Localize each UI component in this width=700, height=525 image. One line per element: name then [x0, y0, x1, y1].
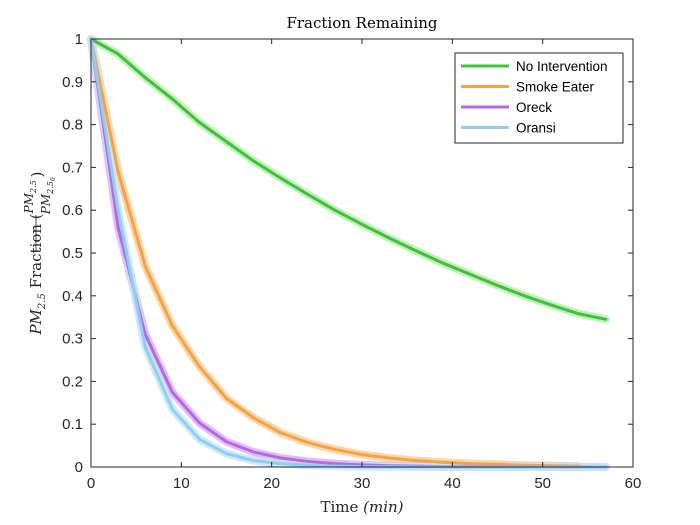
y-axis-label-den: PM: [39, 193, 53, 215]
y-tick-label: 0.5: [62, 245, 83, 262]
axes: 0 10 20 30 40 50 60 0 0.1 0.2 0.3 0.4 0.5 0.6 0.7 0.8 0.…: [62, 31, 641, 492]
x-tick-label: 30: [354, 475, 371, 492]
x-tick-label: 0: [87, 475, 95, 492]
x-axis-label-main: Time: [320, 498, 363, 516]
x-tick-label: 20: [263, 475, 280, 492]
y-axis-label-num-sub: 2.5: [29, 180, 38, 194]
y-tick-label: 1: [75, 31, 83, 48]
x-axis-label: Time (min): [320, 498, 403, 516]
y-tick-label: 0.9: [62, 74, 83, 91]
y-axis-label-fraction-word: Fraction (: [27, 213, 45, 293]
y-axis-label-main: PM: [27, 308, 45, 335]
y-axis-label-den-sub2: 0: [50, 177, 57, 181]
y-tick-label: 0.2: [62, 373, 83, 390]
y-axis-label-den-sub: 2.5: [46, 181, 55, 195]
y-tick-label: 0.3: [62, 331, 83, 348]
legend-label-2: Oreck: [516, 100, 552, 115]
legend-label-0: No Intervention: [516, 59, 608, 74]
legend-label-1: Smoke Eater: [516, 80, 595, 95]
y-axis-label-close: ): [28, 171, 46, 177]
y-tick-label: 0.6: [62, 202, 83, 219]
series-line-0: [89, 37, 608, 321]
y-tick-label: 0: [75, 459, 83, 476]
y-tick-label: 0.7: [62, 159, 83, 176]
y-axis-label-num: PM: [22, 192, 36, 214]
series-line-1: [89, 37, 581, 468]
y-tick-label: 0.8: [62, 117, 83, 134]
x-tick-label: 60: [625, 475, 642, 492]
y-axis-label-sub: 2.5: [37, 293, 48, 310]
y-tick-label: 0.4: [62, 288, 83, 305]
x-tick-label: 50: [534, 475, 551, 492]
x-tick-label: 40: [444, 475, 461, 492]
y-tick-label: 0.1: [62, 416, 83, 433]
x-tick-label: 10: [173, 475, 190, 492]
svg-text:PM2.5 Fraction (PM2.5PM2.50): PM2.5 Fraction (PM2.5PM2.50): [22, 171, 57, 335]
x-axis-label-unit: (min): [363, 498, 404, 516]
y-axis-label: PM2.5 Fraction (PM2.5PM2.50): [22, 171, 57, 335]
legend-label-3: Oransi: [516, 121, 556, 136]
legend: No Intervention Smoke Eater Oreck Oransi: [454, 52, 624, 144]
chart-title: Fraction Remaining: [286, 14, 437, 32]
